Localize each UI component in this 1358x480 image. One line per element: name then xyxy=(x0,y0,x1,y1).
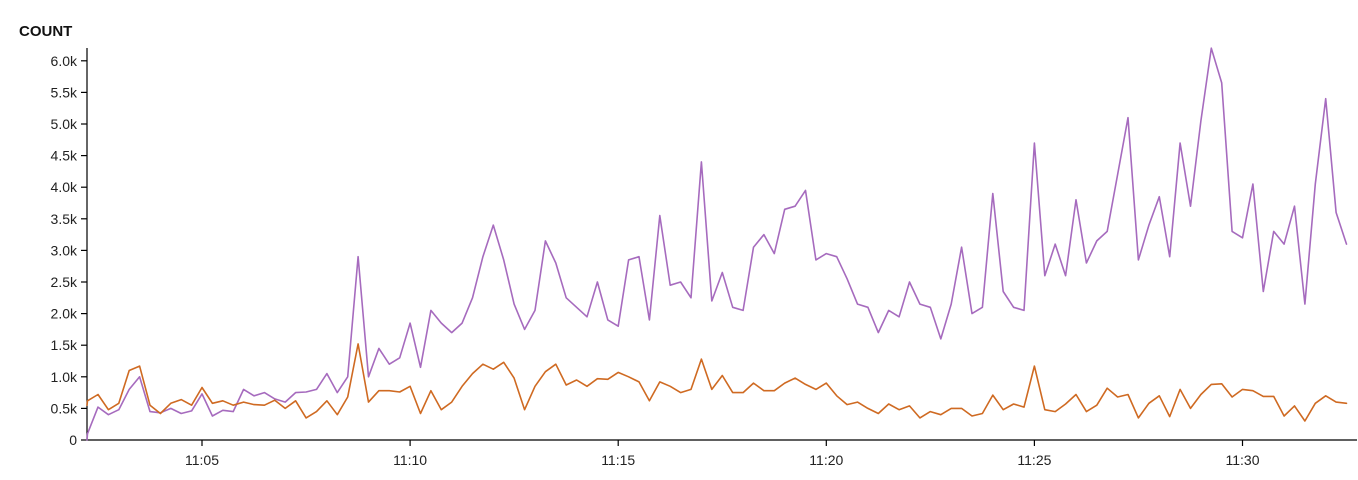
x-axis: 11:05 11:10 11:15 11:20 11:25 11:30 xyxy=(87,439,1357,468)
y-tick-label: 1.0k xyxy=(51,369,78,385)
y-tick-label: 3.0k xyxy=(51,242,78,258)
y-tick-label: 4.5k xyxy=(51,148,78,164)
y-tick-label: 0 xyxy=(69,432,77,448)
y-axis-title: COUNT xyxy=(19,23,72,40)
y-tick-label: 5.5k xyxy=(51,84,78,100)
y-tick-label: 5.0k xyxy=(51,116,78,132)
y-tick-label: 3.5k xyxy=(51,211,78,227)
series-line-2 xyxy=(86,343,1348,422)
y-tick-label: 0.5k xyxy=(51,400,78,416)
x-tick-label: 11:20 xyxy=(809,452,843,468)
x-tick-label: 11:10 xyxy=(393,452,427,468)
y-tick-label: 1.5k xyxy=(51,337,78,353)
y-axis: 0 0.5k 1.0k 1.5k 2.0k 2.5k 3.0k 3.5k 4.0k 4.5k 5.0… xyxy=(51,48,88,448)
y-tick-label: 2.0k xyxy=(51,306,78,322)
plot-area xyxy=(86,47,1348,441)
x-tick-label: 11:15 xyxy=(601,452,635,468)
x-tick-label: 11:25 xyxy=(1017,452,1051,468)
series-line-1 xyxy=(86,47,1348,441)
y-tick-label: 2.5k xyxy=(51,274,78,290)
y-tick-label: 6.0k xyxy=(51,53,78,69)
y-tick-label: 4.0k xyxy=(51,179,78,195)
x-tick-label: 11:05 xyxy=(185,452,219,468)
x-tick-label: 11:30 xyxy=(1226,452,1260,468)
